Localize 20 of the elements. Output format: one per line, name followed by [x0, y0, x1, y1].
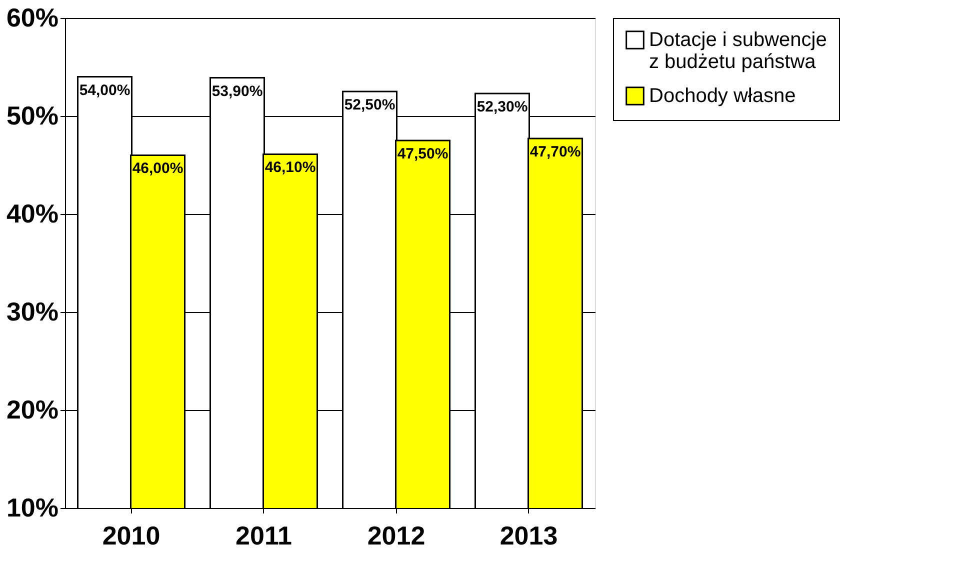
y-tick-label: 10% [6, 492, 58, 522]
data-label: 52,50% [344, 96, 396, 114]
x-tick-label: 2012 [367, 520, 426, 550]
x-tick-label: 2011 [236, 520, 292, 550]
data-label: 47,50% [397, 146, 448, 162]
data-label: 46,00% [132, 160, 184, 178]
y-tick-label: 40% [6, 198, 58, 228]
legend-label: Dochody własne [649, 85, 796, 107]
data-label: 52,30% [476, 98, 528, 116]
x-tick-label: 2010 [102, 520, 160, 550]
legend-label: Dotacje i subwencje z budżetu państwa [649, 29, 827, 73]
y-tick-label: 30% [6, 296, 58, 326]
y-tick-label: 50% [6, 100, 58, 130]
data-label: 54,00% [79, 82, 130, 99]
y-tick-label: 60% [6, 2, 58, 32]
data-label: 53,90% [212, 82, 263, 100]
data-label: 47,70% [530, 144, 581, 161]
y-tick-label: 20% [6, 394, 58, 424]
x-tick-label: 2013 [500, 520, 558, 550]
data-label: 46,10% [264, 159, 316, 176]
